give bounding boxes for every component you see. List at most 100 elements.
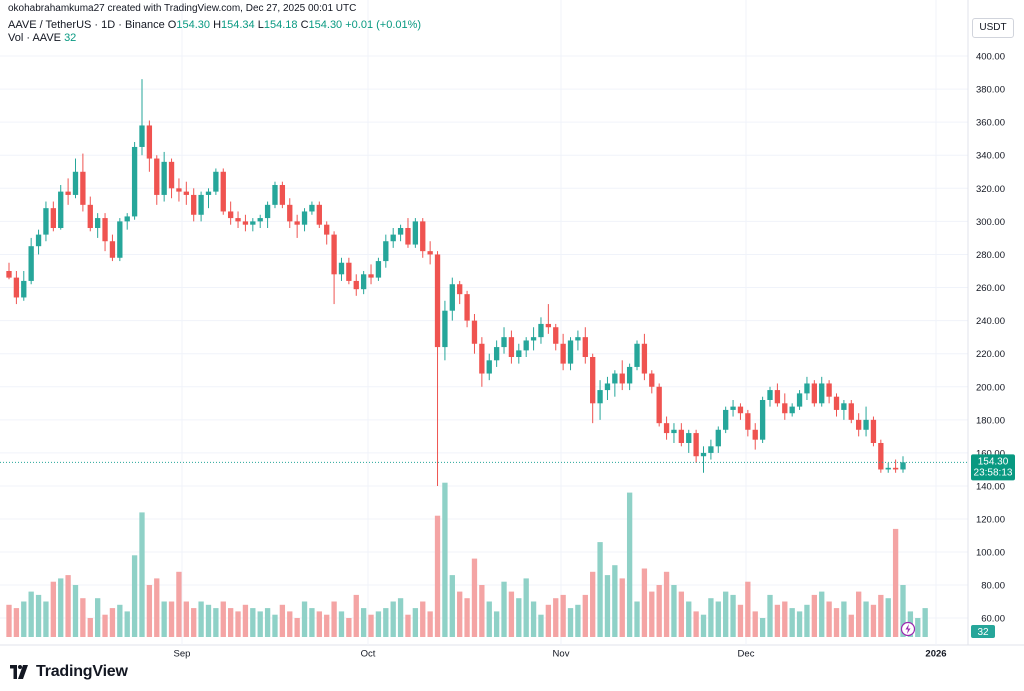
volume-bar [730,594,736,637]
volume-bar [250,608,256,637]
volume-bar [656,585,662,637]
candle-body [427,251,433,255]
volume-bar [338,611,345,637]
candle-body [324,224,330,235]
candle-body [272,185,278,205]
candle-body [176,188,182,192]
price-badge-value: 154.30 [978,456,1009,467]
volume-bar [117,604,123,637]
candle-body [745,413,751,430]
brand-name: TradingView [36,663,128,680]
volume-bar [700,614,707,637]
volume-bar [759,618,766,637]
candle-body [612,373,618,384]
volume-bar [331,601,337,637]
volume-bar [752,611,758,637]
volume-bar [523,578,529,637]
candle-body [900,462,906,470]
volume-bar [516,598,522,637]
candle-body [309,204,315,212]
volume-bar [545,604,552,637]
volume-bar [131,555,138,637]
volume-bar [612,565,618,637]
candle-body [161,161,167,195]
candle-body [597,390,603,404]
volume-bar [626,492,633,637]
price-tick-label: 60.00 [981,614,1005,625]
candle-body [117,221,123,258]
candle-body [737,406,744,414]
candle-body [220,171,226,212]
volume-label[interactable]: Vol · AAVE [8,32,61,44]
volume-bar [715,601,721,637]
volume-bar [848,614,854,637]
volume-bar [80,598,86,637]
price-badge-countdown: 23:58:13 [974,467,1013,478]
candle-body [471,320,478,344]
candle-body [331,234,337,275]
volume-value: 32 [64,32,77,44]
candle-body [833,396,840,410]
volume-bar [87,618,93,637]
candle-body [368,274,374,278]
candle-body [80,171,86,205]
symbol-label[interactable]: AAVE / TetherUS · 1D · Binance [8,19,165,31]
candle-body [250,221,256,225]
volume-bar [471,558,478,637]
volume-bar [375,611,382,637]
lightning-icon[interactable] [900,621,916,637]
price-tick-label: 220.00 [976,349,1005,360]
volume-bar [146,585,153,637]
volume-bar [434,515,441,637]
candle-body [50,208,56,228]
volume-bar [309,608,315,637]
volume-bar [538,614,544,637]
high-value: 154.34 [221,19,255,31]
high-label: H [213,19,222,31]
volume-bar [678,591,685,637]
candle-body [774,390,781,404]
volume-bar [35,594,42,637]
volume-bar [13,608,20,637]
time-tick-label: 2026 [925,648,946,659]
candle-body [28,246,34,281]
created-line: okohabrahamkuma27 created with TradingVi… [8,3,357,14]
candle-body [715,429,721,447]
volume-bar [176,571,182,637]
volume-bar [767,594,773,637]
candle-body [242,221,249,225]
price-tick-label: 320.00 [976,184,1005,195]
candle-body [131,146,138,217]
volume-bar [553,598,559,637]
volume-bar [324,614,330,637]
close-label: C [300,19,309,31]
candle-body [641,343,648,374]
candle-body [65,191,71,195]
candle-body [279,185,286,205]
candle-body [198,194,204,215]
candle-body [375,261,382,278]
candle-body [493,347,500,361]
time-axis: Sep Oct Nov Dec 2026 [174,648,947,659]
volume-bar [774,604,781,637]
volume-bar [508,591,515,637]
volume-bar [693,611,699,637]
price-tick-label: 200.00 [976,382,1005,393]
candle-body [102,218,108,242]
volume-bar [353,594,359,637]
candle-body [649,373,655,387]
candle-body [405,228,411,245]
volume-bar [21,601,27,637]
currency-badge[interactable]: USDT [972,18,1014,38]
candle-body [213,171,219,192]
volume-bar [257,611,263,637]
price-tick-label: 300.00 [976,217,1005,228]
candle-body [501,337,507,348]
candle-body [390,234,396,242]
candle-body [449,284,455,311]
candle-body [582,337,588,357]
candle-body [693,433,699,457]
candle-body [109,241,116,258]
volume-bar [65,575,71,637]
